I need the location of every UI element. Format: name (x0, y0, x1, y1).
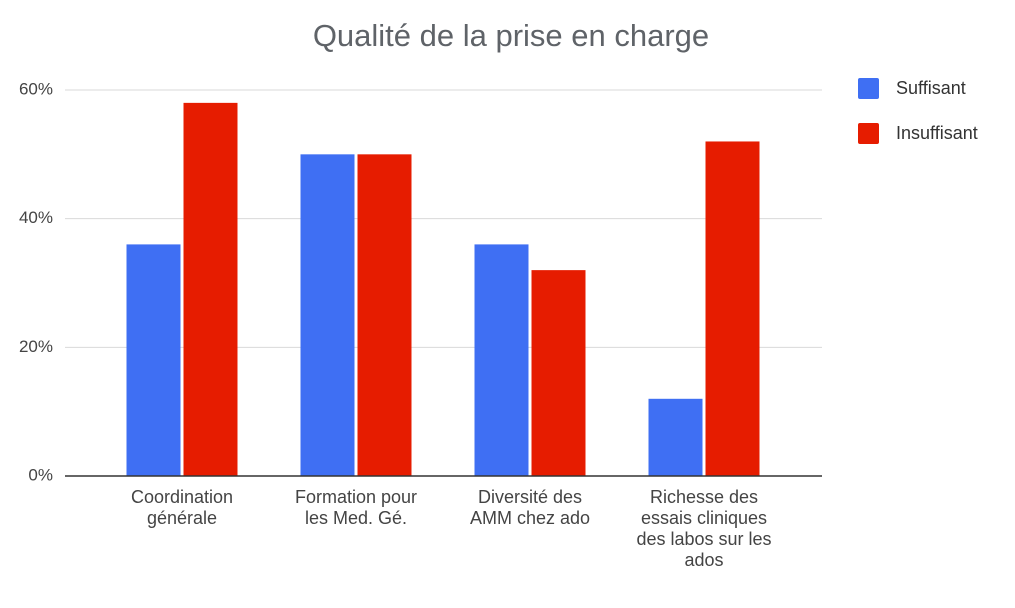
bar (126, 244, 181, 476)
bar (648, 398, 703, 476)
legend-label: Suffisant (896, 78, 966, 98)
bar (474, 244, 529, 476)
y-tick-label: 0% (28, 465, 53, 484)
chart-title: Qualité de la prise en charge (313, 18, 709, 53)
x-tick-label: Coordination générale (130, 487, 234, 528)
bar (300, 154, 355, 477)
bar (183, 102, 238, 476)
x-tick-label: Diversité des AMM chez ado (469, 487, 591, 528)
x-tick-label: Formation pour les Med. Gé. (294, 487, 418, 528)
y-tick-label: 40% (19, 208, 53, 227)
x-tick-label: Richesse des essais cliniques des labos … (636, 487, 772, 570)
y-tick-label: 60% (19, 79, 53, 98)
legend-swatch (858, 78, 879, 99)
legend-label: Insuffisant (896, 123, 978, 143)
bar (357, 154, 412, 477)
legend-swatch (858, 123, 879, 144)
y-tick-label: 20% (19, 337, 53, 356)
bar (531, 270, 586, 476)
bar (705, 141, 760, 476)
